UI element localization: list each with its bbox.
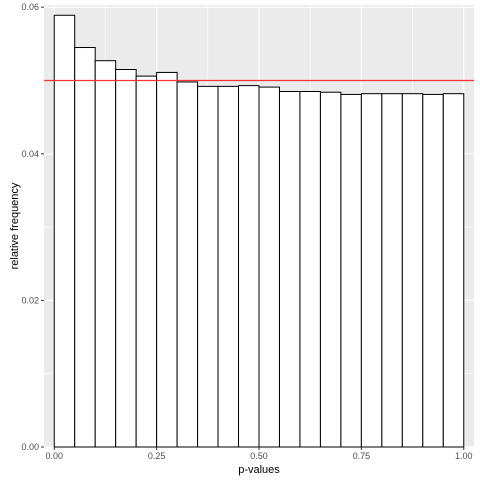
histogram-bar xyxy=(238,85,260,448)
y-tick-label: 0.02 xyxy=(21,295,39,305)
x-tick-label: 0.25 xyxy=(148,451,166,461)
x-axis: 0.00 0.25 0.50 0.75 1.00 xyxy=(45,447,473,461)
histogram-bar xyxy=(115,69,137,448)
histogram-bar xyxy=(94,60,117,448)
y-axis-title: relative frequency xyxy=(9,182,21,269)
x-axis-title: p-values xyxy=(238,464,280,476)
histogram-bar xyxy=(217,85,240,448)
histogram-bar xyxy=(278,90,301,448)
y-tick-label: 0.00 xyxy=(21,442,39,452)
y-tick-label: 0.06 xyxy=(21,2,39,12)
histogram-bar xyxy=(135,75,158,448)
histogram-bar xyxy=(74,47,96,448)
histogram-bar xyxy=(381,93,403,448)
x-tick-label: 0.50 xyxy=(250,451,268,461)
histogram-bar xyxy=(258,86,280,448)
y-axis: 0.00 0.02 0.04 0.06 xyxy=(21,2,44,452)
x-tick-label: 1.00 xyxy=(455,451,473,461)
y-tick-label: 0.04 xyxy=(21,149,39,159)
histogram-bar xyxy=(299,90,321,448)
x-tick-label: 0.00 xyxy=(45,451,63,461)
histogram-bar xyxy=(156,71,178,448)
histogram-bar xyxy=(401,93,424,448)
histogram-bars xyxy=(53,14,465,448)
x-tick-label: 0.75 xyxy=(353,451,371,461)
histogram-bar xyxy=(360,93,383,448)
histogram-bar xyxy=(422,93,444,448)
histogram-bar xyxy=(319,91,342,448)
histogram-bar xyxy=(340,93,362,448)
histogram-bar xyxy=(442,93,465,448)
histogram-bar xyxy=(176,81,199,448)
histogram-bar xyxy=(197,85,219,448)
